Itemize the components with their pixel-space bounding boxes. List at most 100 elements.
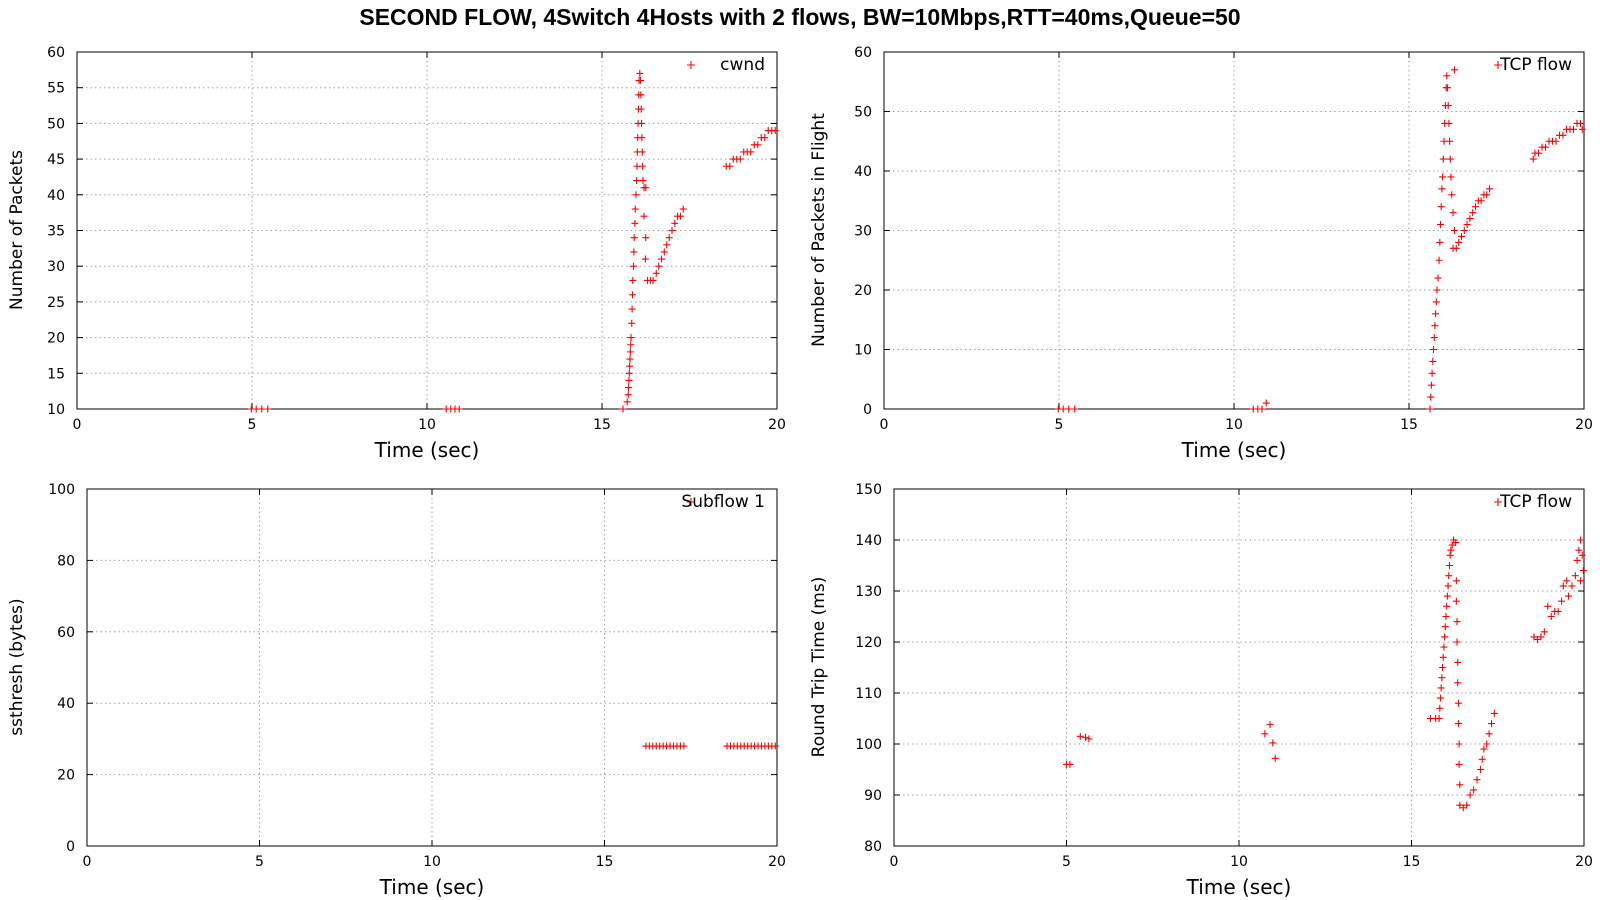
data-point [1445, 562, 1453, 569]
x-tick-label: 5 [248, 417, 257, 433]
data-point [258, 405, 266, 413]
legend-label: Subflow 1 [681, 492, 765, 512]
data-point [1438, 674, 1446, 682]
y-tick-label: 45 [47, 152, 65, 168]
data-point [1271, 754, 1279, 762]
series-0 [1054, 66, 1586, 413]
data-point [1441, 623, 1449, 631]
data-point [1455, 740, 1463, 748]
x-tick-label: 10 [418, 417, 436, 433]
data-point [1458, 232, 1465, 240]
x-tick-label: 15 [1403, 854, 1421, 870]
chart-ssthresh: 0 5 10 15 20 0 20 40 60 80 100 Time (sec) ssthresh (… [7, 482, 786, 899]
legend-label: TCP flow [1499, 55, 1572, 75]
data-point [1435, 256, 1443, 264]
data-point [679, 205, 687, 213]
data-point [1439, 664, 1447, 671]
legend-label: cwnd [720, 55, 765, 75]
data-point [658, 255, 665, 263]
data-point [626, 362, 634, 370]
y-tick-label: 0 [66, 839, 75, 855]
y-tick-label: 150 [855, 482, 882, 498]
data-point [630, 234, 638, 242]
data-point [1081, 733, 1089, 741]
data-point [1466, 791, 1474, 799]
data-point [1529, 155, 1537, 163]
data-point [639, 177, 647, 185]
data-point [655, 262, 663, 270]
x-axis-label: Time (sec) [374, 438, 480, 462]
data-point [1473, 776, 1481, 784]
data-point [1262, 399, 1270, 407]
y-tick-label: 10 [854, 343, 872, 359]
data-point [1463, 221, 1471, 229]
data-point [1444, 84, 1451, 92]
data-point [1438, 185, 1446, 193]
data-point [1552, 137, 1560, 145]
data-point [1430, 334, 1438, 342]
data-point [632, 191, 640, 199]
data-point [1427, 393, 1435, 401]
data-point [1432, 298, 1440, 306]
data-point [631, 205, 639, 213]
x-tick-label: 10 [1230, 854, 1248, 870]
data-point [1269, 739, 1277, 747]
x-tick-label: 10 [1225, 417, 1243, 433]
data-point [652, 269, 660, 277]
data-point [1577, 577, 1585, 585]
data-point [754, 141, 762, 149]
data-point [1449, 209, 1457, 217]
data-point [1535, 149, 1542, 157]
y-tick-label: 35 [47, 224, 65, 240]
data-point [631, 219, 639, 227]
data-point [1454, 699, 1462, 707]
data-point [649, 276, 657, 284]
data-point [1447, 173, 1455, 181]
data-point [626, 348, 634, 356]
data-point [642, 184, 650, 192]
data-point [1575, 546, 1583, 554]
data-point [1444, 582, 1452, 590]
data-point [1443, 592, 1451, 600]
data-point [1537, 633, 1545, 641]
data-point [1437, 203, 1445, 211]
data-point [1447, 546, 1455, 554]
data-point [633, 177, 641, 185]
x-axis-label: Time (sec) [379, 875, 485, 899]
data-point [1547, 613, 1555, 620]
data-point [771, 127, 779, 135]
data-point [629, 276, 637, 284]
data-point [1065, 405, 1073, 413]
y-axis-label: Number of Packets in Flight [809, 113, 829, 347]
data-point [1430, 346, 1437, 353]
data-point [1451, 227, 1458, 234]
data-point [660, 248, 668, 256]
data-point [1452, 244, 1460, 252]
data-point [1266, 721, 1274, 729]
data-point [1448, 191, 1456, 199]
x-tick-label: 20 [1575, 417, 1593, 433]
data-point [1434, 274, 1442, 282]
y-tick-label: 30 [47, 259, 65, 275]
data-point [1554, 607, 1562, 615]
data-point [628, 291, 636, 299]
x-axis-label: Time (sec) [1186, 875, 1292, 899]
y-tick-label: 25 [47, 295, 65, 311]
data-point [1478, 755, 1486, 763]
data-point [1568, 582, 1576, 590]
legend-marker [687, 61, 695, 69]
data-point [636, 69, 644, 77]
data-point [1429, 357, 1437, 365]
data-point [1439, 155, 1447, 163]
data-point [1559, 131, 1567, 139]
chart-packets-in-flight: 0 5 10 15 20 0 10 20 30 40 50 60 Time (sec) Number of… [809, 45, 1593, 462]
y-tick-label: 50 [47, 116, 65, 132]
data-point [1439, 653, 1447, 661]
data-point [638, 134, 646, 142]
data-point [638, 148, 646, 156]
data-point [637, 91, 645, 99]
x-tick-label: 20 [1575, 854, 1593, 870]
data-point [1577, 536, 1585, 544]
data-point [639, 162, 647, 170]
data-point [1442, 613, 1450, 620]
